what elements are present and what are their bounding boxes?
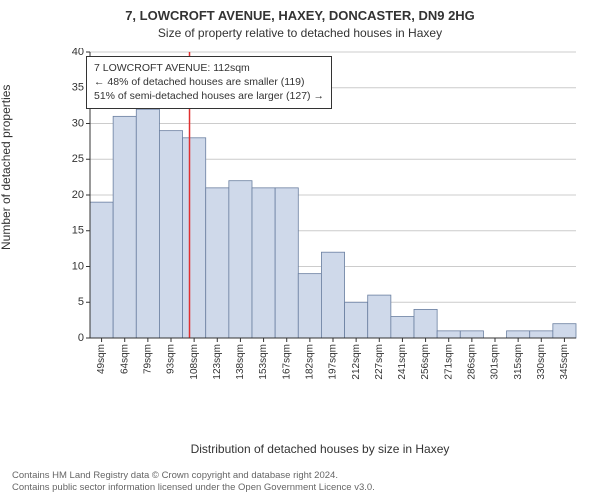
x-tick-label: 182sqm: [304, 344, 315, 380]
x-tick-label: 256sqm: [420, 344, 431, 380]
footer-line-1: Contains HM Land Registry data © Crown c…: [12, 470, 588, 482]
y-axis-label: Number of detached properties: [0, 85, 13, 250]
x-tick-label: 212sqm: [351, 344, 362, 380]
x-tick-label: 197sqm: [328, 344, 339, 380]
annotation-line-2: ← 48% of detached houses are smaller (11…: [94, 75, 324, 89]
x-axis-label: Distribution of detached houses by size …: [60, 442, 580, 456]
bar: [206, 188, 229, 338]
y-tick-label: 0: [78, 332, 84, 344]
x-ticks: 49sqm 64sqm 79sqm 93sqm 108sqm 123sqm 138sqm 15…: [96, 338, 570, 380]
bar: [553, 324, 576, 338]
bars: [90, 109, 576, 338]
x-tick-label: 93sqm: [166, 344, 177, 374]
bar: [113, 116, 136, 338]
x-tick-label: 286sqm: [466, 344, 477, 380]
x-tick-label: 138sqm: [235, 344, 246, 380]
y-tick-label: 40: [72, 48, 84, 58]
bar: [321, 252, 344, 338]
x-tick-label: 49sqm: [96, 344, 107, 374]
bar: [391, 317, 414, 338]
x-tick-label: 271sqm: [443, 344, 454, 380]
bar: [460, 331, 483, 338]
x-tick-label: 123sqm: [212, 344, 223, 380]
x-tick-label: 64sqm: [119, 344, 130, 374]
y-tick-label: 15: [72, 225, 84, 237]
annotation-box: 7 LOWCROFT AVENUE: 112sqm ← 48% of detac…: [86, 56, 332, 109]
x-tick-label: 227sqm: [374, 344, 385, 380]
bar: [229, 181, 252, 338]
chart-title: 7, LOWCROFT AVENUE, HAXEY, DONCASTER, DN…: [0, 8, 600, 23]
annotation-line-1: 7 LOWCROFT AVENUE: 112sqm: [94, 61, 324, 75]
x-tick-label: 345sqm: [559, 344, 570, 380]
x-tick-label: 79sqm: [142, 344, 153, 374]
annotation-line-3: 51% of semi-detached houses are larger (…: [94, 89, 324, 103]
footer-attribution: Contains HM Land Registry data © Crown c…: [12, 470, 588, 494]
bar: [275, 188, 298, 338]
x-tick-label: 330sqm: [536, 344, 547, 380]
bar: [183, 138, 206, 338]
bar: [530, 331, 553, 338]
x-tick-label: 301sqm: [490, 344, 501, 380]
bar: [90, 202, 113, 338]
x-tick-label: 241sqm: [397, 344, 408, 380]
chart-subtitle: Size of property relative to detached ho…: [0, 26, 600, 40]
y-tick-label: 20: [72, 189, 84, 201]
bar: [136, 109, 159, 338]
y-tick-label: 10: [72, 260, 84, 272]
bar: [368, 295, 391, 338]
y-tick-label: 30: [72, 117, 84, 129]
y-tick-label: 5: [78, 296, 84, 308]
x-tick-label: 315sqm: [513, 344, 524, 380]
bar: [298, 274, 321, 338]
x-tick-label: 108sqm: [189, 344, 200, 380]
bar: [345, 302, 368, 338]
x-tick-label: 153sqm: [258, 344, 269, 380]
footer-line-2: Contains public sector information licen…: [12, 482, 588, 494]
bar: [252, 188, 275, 338]
y-tick-label: 25: [72, 153, 84, 165]
bar: [507, 331, 530, 338]
bar: [437, 331, 460, 338]
bar: [159, 131, 182, 338]
y-tick-label: 35: [72, 82, 84, 94]
chart-container: 7, LOWCROFT AVENUE, HAXEY, DONCASTER, DN…: [0, 0, 600, 500]
x-tick-label: 167sqm: [281, 344, 292, 380]
bar: [414, 309, 437, 338]
